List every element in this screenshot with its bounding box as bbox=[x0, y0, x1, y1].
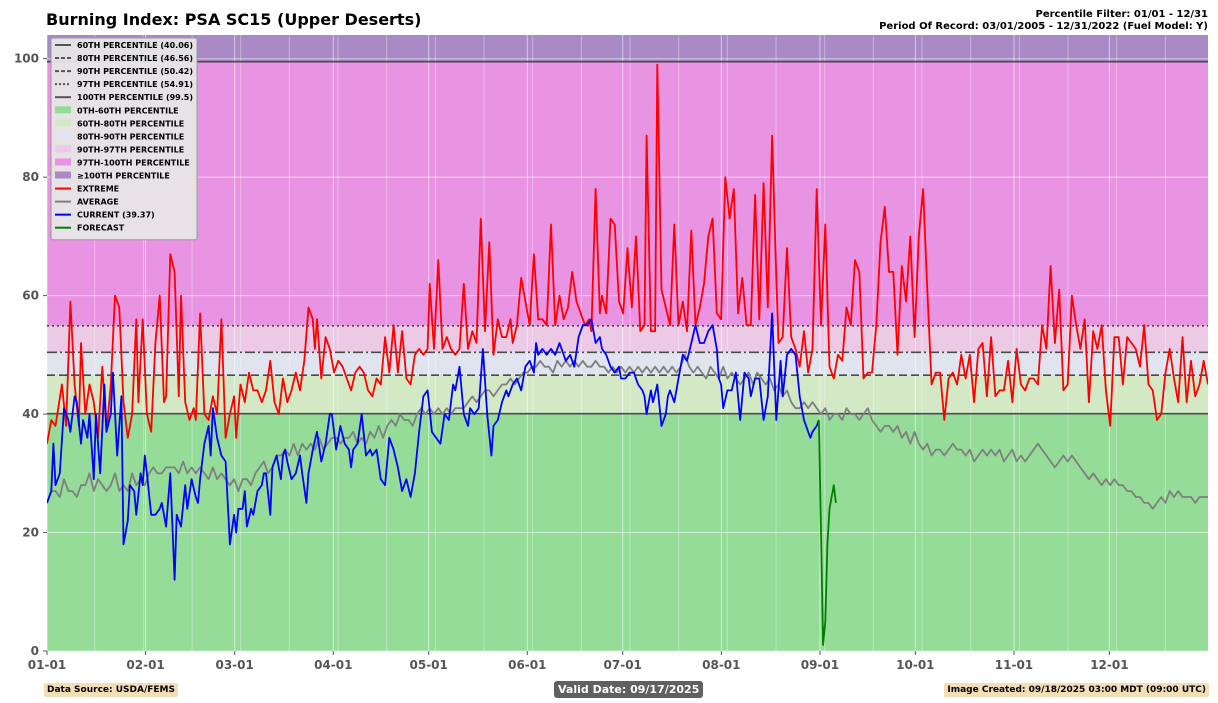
x-tick-label: 08-01 bbox=[702, 658, 740, 672]
band-60th-80th-percentile bbox=[47, 375, 1208, 414]
x-tick-label: 01-01 bbox=[28, 658, 66, 672]
x-tick-label: 05-01 bbox=[410, 658, 448, 672]
period-of-record-text: Period Of Record: 03/01/2005 - 12/31/202… bbox=[879, 21, 1208, 32]
legend-swatch-90th-97th-percentile bbox=[55, 145, 71, 153]
y-tick-label: 100 bbox=[14, 52, 39, 66]
legend-label-60th-80th-percentile: 60TH-80TH PERCENTILE bbox=[77, 119, 184, 128]
legend-label-100th-percentile-99-5: 100TH PERCENTILE (99.5) bbox=[77, 93, 193, 102]
x-tick-label: 04-01 bbox=[314, 658, 352, 672]
legend-label-100th-percentile: ≥100TH PERCENTILE bbox=[77, 172, 170, 181]
legend-label-97th-percentile-54-91: 97TH PERCENTILE (54.91) bbox=[77, 80, 193, 89]
y-tick-label: 80 bbox=[22, 170, 39, 184]
y-tick-label: 40 bbox=[22, 407, 39, 421]
band-80th-90th-percentile bbox=[47, 352, 1208, 376]
band-100th-percentile bbox=[47, 35, 1208, 62]
band-90th-97th-percentile bbox=[47, 325, 1208, 353]
legend-label-current-39-37: CURRENT (39.37) bbox=[77, 211, 155, 220]
legend-label-80th-90th-percentile: 80TH-90TH PERCENTILE bbox=[77, 132, 184, 141]
legend-label-60th-percentile-40-06: 60TH PERCENTILE (40.06) bbox=[77, 41, 193, 50]
y-tick-label: 20 bbox=[22, 526, 39, 540]
legend: 60TH PERCENTILE (40.06) 80TH PERCENTILE (… bbox=[50, 37, 198, 241]
legend-label-0th-60th-percentile: 0TH-60TH PERCENTILE bbox=[77, 106, 179, 115]
x-tick-label: 11-01 bbox=[995, 658, 1033, 672]
y-tick-label: 60 bbox=[22, 289, 39, 303]
x-tick-label: 02-01 bbox=[126, 658, 164, 672]
valid-date-badge: Valid Date: 09/17/2025 bbox=[554, 681, 704, 698]
series-line-extreme bbox=[47, 63, 1208, 444]
legend-swatch-80th-90th-percentile bbox=[55, 132, 71, 140]
legend-label-97th-100th-percentile: 97TH-100TH PERCENTILE bbox=[77, 158, 190, 167]
x-tick-label: 10-01 bbox=[896, 658, 934, 672]
data-source-badge: Data Source: USDA/FEMS bbox=[44, 683, 178, 697]
legend-label-90th-percentile-50-42: 90TH PERCENTILE (50.42) bbox=[77, 67, 193, 76]
x-tick-label: 12-01 bbox=[1090, 658, 1128, 672]
series-line-forecast bbox=[818, 419, 837, 646]
chart-title: Burning Index: PSA SC15 (Upper Deserts) bbox=[46, 10, 422, 29]
legend-label-average: AVERAGE bbox=[77, 198, 119, 207]
band-97th-100th-percentile bbox=[47, 61, 1208, 326]
header-info: Percentile Filter: 01/01 - 12/31 Period … bbox=[879, 9, 1208, 33]
x-tick-label: 06-01 bbox=[508, 658, 546, 672]
legend-box bbox=[50, 37, 198, 241]
legend-label-80th-percentile-46-56: 80TH PERCENTILE (46.56) bbox=[77, 54, 193, 63]
x-tick-label: 03-01 bbox=[215, 658, 253, 672]
legend-label-90th-97th-percentile: 90TH-97TH PERCENTILE bbox=[77, 145, 184, 154]
x-tick-label: 09-01 bbox=[801, 658, 839, 672]
series-line-current-39-37 bbox=[47, 312, 820, 581]
legend-label-forecast: FORECAST bbox=[77, 224, 125, 233]
image-created-badge: Image Created: 09/18/2025 03:00 MDT (09:… bbox=[944, 683, 1209, 697]
legend-swatch-0th-60th-percentile bbox=[55, 106, 71, 114]
legend-label-extreme: EXTREME bbox=[77, 185, 119, 194]
legend-swatch-100th-percentile bbox=[55, 171, 71, 179]
percentile-filter-text: Percentile Filter: 01/01 - 12/31 bbox=[1035, 9, 1208, 20]
x-tick-label: 07-01 bbox=[604, 658, 642, 672]
y-tick-label: 0 bbox=[31, 644, 39, 658]
legend-swatch-97th-100th-percentile bbox=[55, 158, 71, 166]
series-line-average bbox=[47, 353, 1208, 510]
legend-swatch-60th-80th-percentile bbox=[55, 119, 71, 127]
